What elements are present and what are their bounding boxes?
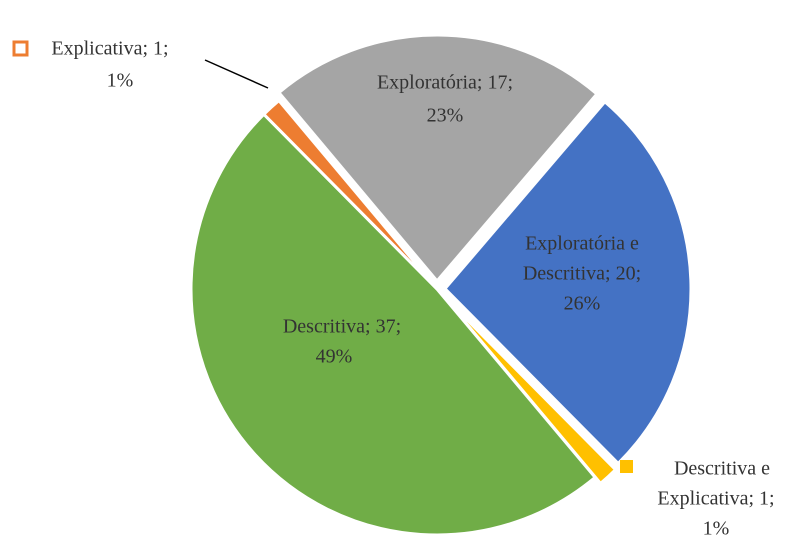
- legend-key: [228, 316, 245, 333]
- data-label: 1%: [703, 518, 730, 538]
- data-label: Explicativa; 1;: [51, 38, 168, 60]
- pie-slice: [276, 33, 600, 284]
- leader-line: [204, 59, 269, 89]
- data-label: Explicativa; 1;: [657, 488, 774, 510]
- data-label: Exploratória; 17;: [377, 72, 513, 94]
- pie-slice: [441, 293, 618, 486]
- data-label: 1%: [107, 70, 134, 92]
- pie-slice: [261, 98, 439, 291]
- legend-key: [620, 460, 633, 473]
- legend-key: [338, 74, 355, 91]
- data-label: Descritiva; 20;: [523, 263, 641, 285]
- data-label: Exploratória e: [525, 233, 639, 255]
- pie-slice: [442, 99, 693, 466]
- data-label: 49%: [316, 346, 353, 368]
- data-label: Descritiva e: [674, 458, 770, 480]
- data-label: Descritiva; 37;: [283, 316, 401, 338]
- legend-key: [12, 40, 29, 57]
- pie-slice: [189, 112, 598, 537]
- data-label: 26%: [564, 293, 601, 315]
- data-label: 23%: [427, 105, 464, 127]
